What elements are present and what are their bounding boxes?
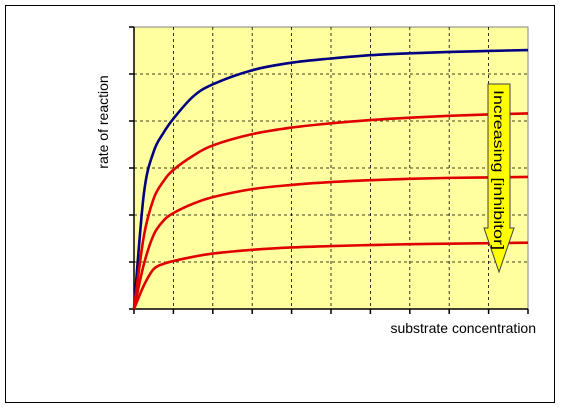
series-line-2 bbox=[132, 112, 529, 310]
series-line-4 bbox=[132, 241, 529, 310]
arrow-down-icon bbox=[483, 83, 515, 274]
series-line-1 bbox=[132, 48, 529, 310]
axes bbox=[129, 26, 529, 314]
arrow-label: Increasing [inhibitor] bbox=[491, 90, 507, 250]
y-axis-label: rate of reaction bbox=[95, 75, 111, 168]
inhibitor-arrow: Increasing [inhibitor] bbox=[483, 83, 515, 274]
series-line-3 bbox=[132, 175, 529, 310]
series-layer bbox=[132, 48, 529, 310]
x-axis-label: substrate concentration bbox=[390, 320, 536, 336]
